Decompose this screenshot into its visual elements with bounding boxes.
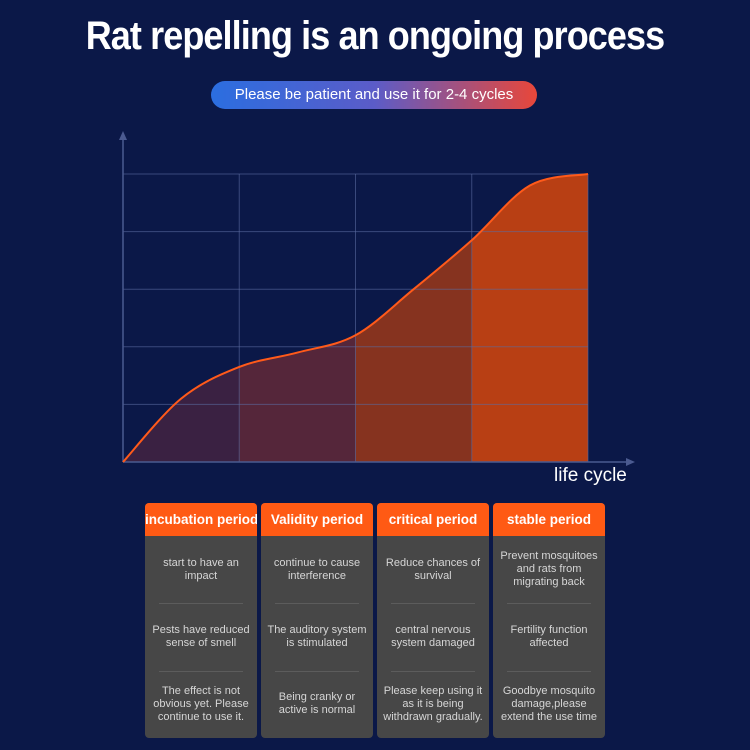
period-item: The auditory system is stimulated (261, 603, 373, 670)
period-title: critical period (377, 503, 489, 536)
period-cards: incubation period start to have an impac… (145, 503, 605, 738)
period-item: The effect is not obvious yet. Please co… (145, 670, 257, 738)
x-axis-arrow-icon (626, 458, 635, 466)
period-title: Validity period (261, 503, 373, 536)
period-card: critical period Reduce chances of surviv… (377, 503, 489, 738)
period-item: Reduce chances of survival (385, 556, 481, 582)
period-band (123, 174, 240, 462)
period-item: Fertility function affected (493, 603, 605, 670)
period-item: Please keep using it as it is being with… (377, 670, 489, 738)
period-item: Being cranky or active is normal (261, 670, 373, 738)
page-title: Rat repelling is an ongoing process (85, 14, 666, 58)
period-band (471, 174, 588, 462)
period-band (239, 174, 356, 462)
period-item: Pests have reduced sense of smell (145, 603, 257, 670)
period-card: stable period Prevent mosquitoes and rat… (493, 503, 605, 738)
period-title: stable period (493, 503, 605, 536)
x-axis-label: life cycle (554, 465, 627, 486)
period-item: Prevent mosquitoes and rats from migrati… (500, 550, 598, 589)
growth-chart (119, 131, 635, 466)
series-line (122, 173, 589, 463)
period-item: continue to cause interference (273, 556, 361, 582)
period-band (355, 174, 472, 462)
y-axis-arrow-icon (119, 131, 127, 140)
period-item: central nervous system damaged (377, 603, 489, 670)
period-card: incubation period start to have an impac… (145, 503, 257, 738)
period-item: Goodbye mosquito damage,please extend th… (493, 670, 605, 738)
period-card: Validity period continue to cause interf… (261, 503, 373, 738)
subtitle-pill: Please be patient and use it for 2-4 cyc… (211, 81, 537, 109)
period-item: start to have an impact (163, 556, 239, 582)
period-title: incubation period (145, 503, 257, 536)
